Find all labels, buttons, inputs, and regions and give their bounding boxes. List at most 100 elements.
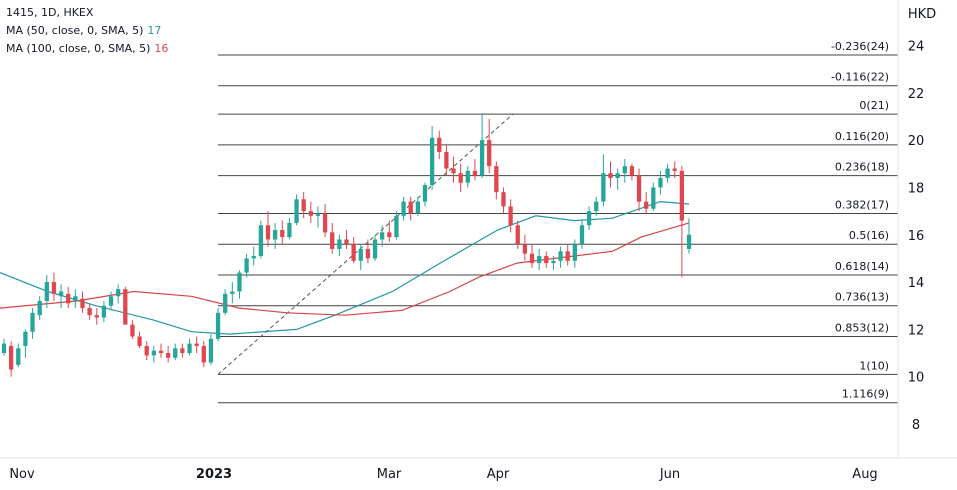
candle-body [101, 305, 107, 318]
fib-level-label: 0.116(20) [835, 130, 889, 143]
candle-body [123, 289, 128, 325]
fib-level-label: 0(21) [859, 99, 889, 112]
candle-body [87, 308, 92, 316]
candle-body [80, 298, 85, 309]
candle-body [444, 151, 449, 169]
candle-body [66, 293, 71, 304]
fib-level-label: 0.236(18) [835, 161, 889, 174]
y-tick-label: 22 [908, 87, 925, 102]
candles [1, 114, 692, 377]
candle-body [201, 345, 206, 363]
candle-body [537, 256, 542, 264]
candle-body [130, 324, 135, 337]
candle-body [372, 239, 378, 259]
candle-body [215, 312, 221, 339]
candle-body [479, 140, 485, 176]
candle-body [422, 185, 428, 202]
candle-body [337, 239, 342, 249]
candle-body [344, 239, 349, 245]
x-tick-label: Nov [9, 467, 35, 482]
candle-body [408, 201, 413, 214]
candle-body [501, 192, 506, 207]
fib-level-label: 1(10) [859, 359, 889, 372]
candle-body [665, 168, 670, 178]
candle-body [351, 244, 356, 261]
candle-body [451, 168, 456, 174]
legend-ma100[interactable]: MA (100, close, 0, SMA, 5) 16 [6, 40, 168, 58]
y-tick-label: 20 [908, 134, 925, 149]
candle-body [622, 166, 627, 174]
candle-body [679, 170, 685, 221]
candle-body [44, 282, 49, 301]
x-tick-label: 2023 [196, 467, 232, 482]
fib-level-label: -0.116(22) [831, 71, 889, 84]
candle-body [230, 291, 235, 294]
candle-body [522, 244, 528, 254]
candle-body [137, 336, 142, 346]
candle-body [237, 272, 242, 292]
y-tick-label: 8 [912, 418, 920, 433]
candle-body [529, 253, 535, 264]
candle-body [672, 168, 677, 171]
candle-body [487, 140, 492, 167]
fib-level-label: -0.236(24) [831, 40, 889, 53]
candle-body [208, 338, 214, 363]
candle-body [472, 170, 478, 176]
candle-body [265, 225, 271, 240]
candle-body [636, 175, 642, 202]
fib-level-label: 0.736(13) [835, 291, 889, 304]
y-tick-label: 24 [908, 40, 925, 55]
fib-level-label: 0.5(16) [849, 229, 889, 242]
candle-body [629, 166, 635, 176]
ma100-value: 16 [154, 42, 169, 55]
fib-retracement[interactable]: -0.236(24) -0.116(22) 0(21) 0.116(20) 0.236(… [218, 40, 898, 404]
candle-body [294, 199, 299, 223]
y-tick-label: 10 [908, 371, 925, 386]
x-tick-label: Aug [852, 467, 877, 482]
candle-body [158, 350, 164, 354]
candle-body [429, 137, 435, 186]
candle-body [651, 187, 656, 209]
candle-body [572, 244, 577, 261]
candle-body [579, 225, 585, 245]
ma100-label: MA (100, close, 0, SMA, 5) [6, 42, 151, 55]
chart-legend: 1415, 1D, HKEX MA (50, close, 0, SMA, 5)… [6, 4, 168, 58]
candle-body [37, 300, 42, 316]
candle-body [586, 211, 592, 226]
candle-body [322, 213, 328, 233]
candle-body [544, 256, 549, 264]
symbol-text: 1415, 1D, HKEX [6, 6, 94, 19]
candle-body [615, 173, 620, 178]
candle-body [330, 232, 335, 249]
candle-body [658, 177, 663, 188]
candle-body [565, 251, 570, 261]
candle-body [608, 173, 613, 178]
fib-level-label: 0.618(14) [835, 260, 889, 273]
candle-body [437, 137, 442, 152]
currency-label: HKD [908, 7, 936, 22]
candle-body [558, 251, 563, 261]
candle-body [194, 343, 199, 346]
candle-body [280, 230, 285, 238]
y-tick-label: 16 [908, 229, 925, 244]
candle-body [287, 222, 292, 238]
candle-body [601, 173, 606, 202]
candle-body [94, 315, 99, 318]
candle-body [494, 166, 499, 193]
candle-body [358, 248, 363, 261]
candle-body [173, 348, 178, 358]
legend-symbol[interactable]: 1415, 1D, HKEX [6, 4, 168, 22]
candle-body [458, 173, 463, 183]
candle-body [273, 230, 278, 240]
candle-body [244, 258, 249, 273]
candle-body [8, 345, 14, 370]
y-tick-label: 14 [908, 276, 925, 291]
candle-body [251, 256, 256, 259]
x-tick-label: Jun [659, 467, 680, 482]
legend-ma50[interactable]: MA (50, close, 0, SMA, 5) 17 [6, 22, 168, 40]
candle-body [686, 234, 692, 249]
candle-body [551, 260, 556, 264]
candle-body [465, 170, 470, 183]
